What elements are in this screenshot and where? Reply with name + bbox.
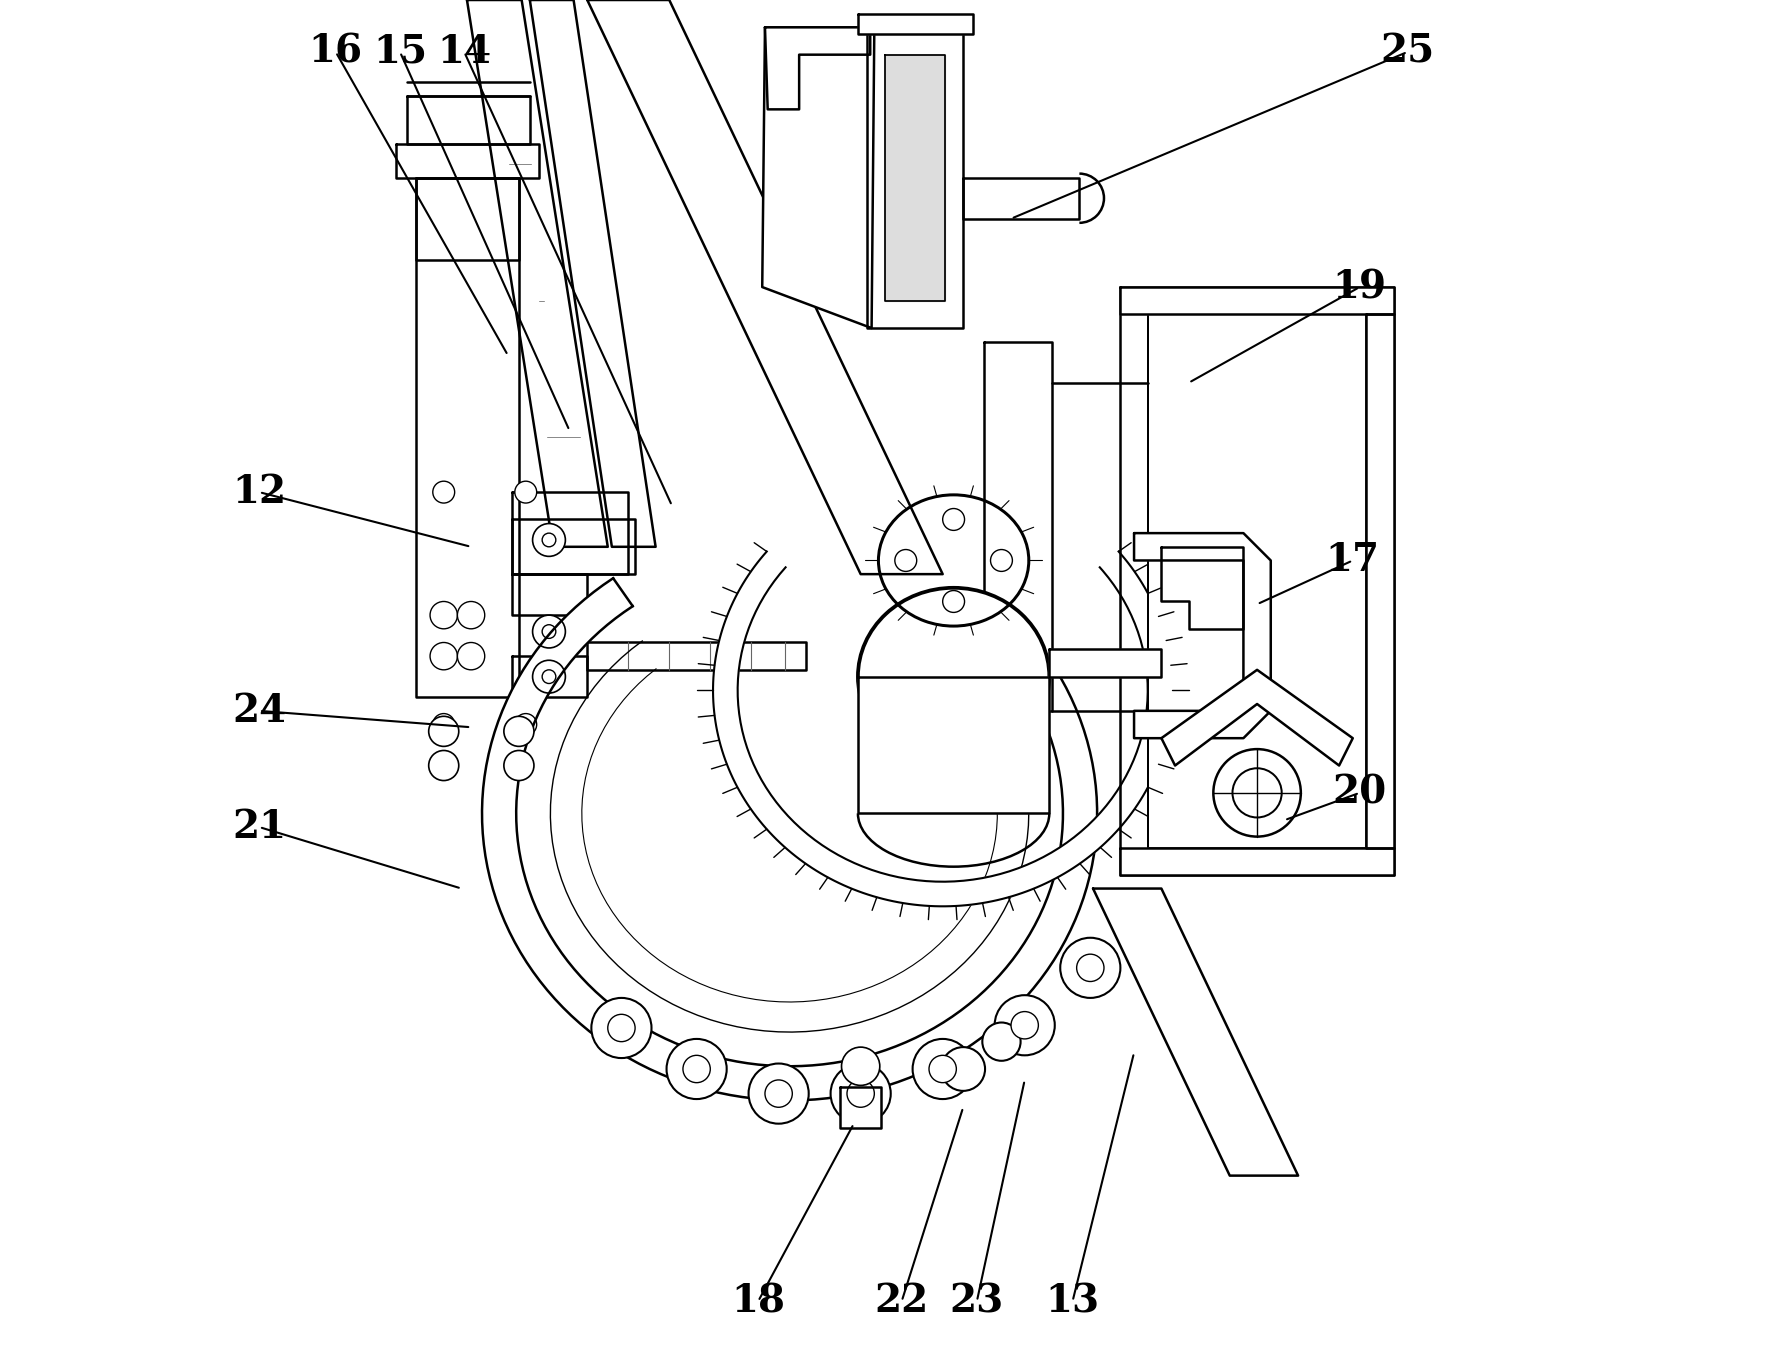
Circle shape [504,716,535,746]
Circle shape [428,750,458,781]
Text: 25: 25 [1380,33,1435,71]
Polygon shape [1366,314,1394,848]
Circle shape [458,642,485,670]
Circle shape [515,481,536,503]
Text: 12: 12 [233,473,286,511]
Polygon shape [858,14,973,34]
Text: 17: 17 [1325,541,1380,580]
Circle shape [533,660,565,693]
Polygon shape [588,642,806,670]
Circle shape [831,1064,892,1124]
Polygon shape [511,519,636,574]
Polygon shape [481,578,1098,1100]
Polygon shape [1092,889,1298,1176]
Polygon shape [529,0,655,547]
Polygon shape [858,677,1050,813]
Polygon shape [588,0,943,574]
Circle shape [842,1047,879,1085]
Text: 15: 15 [373,33,426,71]
Polygon shape [1121,848,1394,875]
Circle shape [765,1080,792,1107]
Circle shape [913,1039,973,1099]
Circle shape [504,750,535,781]
Polygon shape [511,656,588,697]
Circle shape [666,1039,726,1099]
Circle shape [1060,938,1121,998]
Polygon shape [416,178,519,697]
Text: 24: 24 [233,692,286,730]
Circle shape [929,1055,955,1083]
Circle shape [433,714,455,735]
Circle shape [458,601,485,629]
Circle shape [515,714,536,735]
Polygon shape [762,27,874,328]
Circle shape [895,550,916,571]
Circle shape [941,1047,986,1091]
Circle shape [430,642,458,670]
Circle shape [542,625,556,638]
Polygon shape [765,27,870,109]
Text: 16: 16 [309,33,362,71]
Ellipse shape [858,588,1050,766]
Polygon shape [467,0,607,547]
Text: 13: 13 [1046,1282,1099,1321]
Circle shape [991,550,1012,571]
Circle shape [1076,954,1105,982]
Polygon shape [884,55,945,301]
Circle shape [1011,1012,1039,1039]
Polygon shape [511,574,588,615]
Polygon shape [984,342,1051,711]
Circle shape [428,716,458,746]
Polygon shape [1135,533,1272,738]
Text: 22: 22 [874,1282,929,1321]
Circle shape [995,995,1055,1055]
Circle shape [533,615,565,648]
Polygon shape [1121,287,1394,314]
Polygon shape [1050,649,1162,677]
Circle shape [847,1080,874,1107]
Polygon shape [867,27,963,328]
Circle shape [1213,749,1300,837]
Polygon shape [840,1087,881,1128]
Polygon shape [407,96,529,144]
Circle shape [684,1055,710,1083]
Circle shape [542,533,556,547]
Polygon shape [1162,670,1353,766]
Circle shape [533,524,565,556]
Polygon shape [416,178,519,260]
Circle shape [982,1023,1021,1061]
Circle shape [433,481,455,503]
Text: 14: 14 [437,33,492,71]
Circle shape [430,601,458,629]
Polygon shape [511,492,629,574]
Circle shape [591,998,652,1058]
Text: 21: 21 [233,808,286,846]
Text: 19: 19 [1332,268,1387,306]
Circle shape [1233,768,1282,817]
Polygon shape [1147,314,1366,848]
Circle shape [748,1064,808,1124]
Text: 23: 23 [950,1282,1003,1321]
Polygon shape [712,551,1172,906]
Circle shape [542,670,556,684]
Text: 18: 18 [732,1282,785,1321]
Circle shape [943,509,964,530]
Polygon shape [396,144,540,178]
Text: 20: 20 [1332,774,1387,812]
Polygon shape [963,178,1080,219]
Polygon shape [1162,547,1243,629]
Circle shape [607,1014,636,1042]
Circle shape [943,591,964,612]
